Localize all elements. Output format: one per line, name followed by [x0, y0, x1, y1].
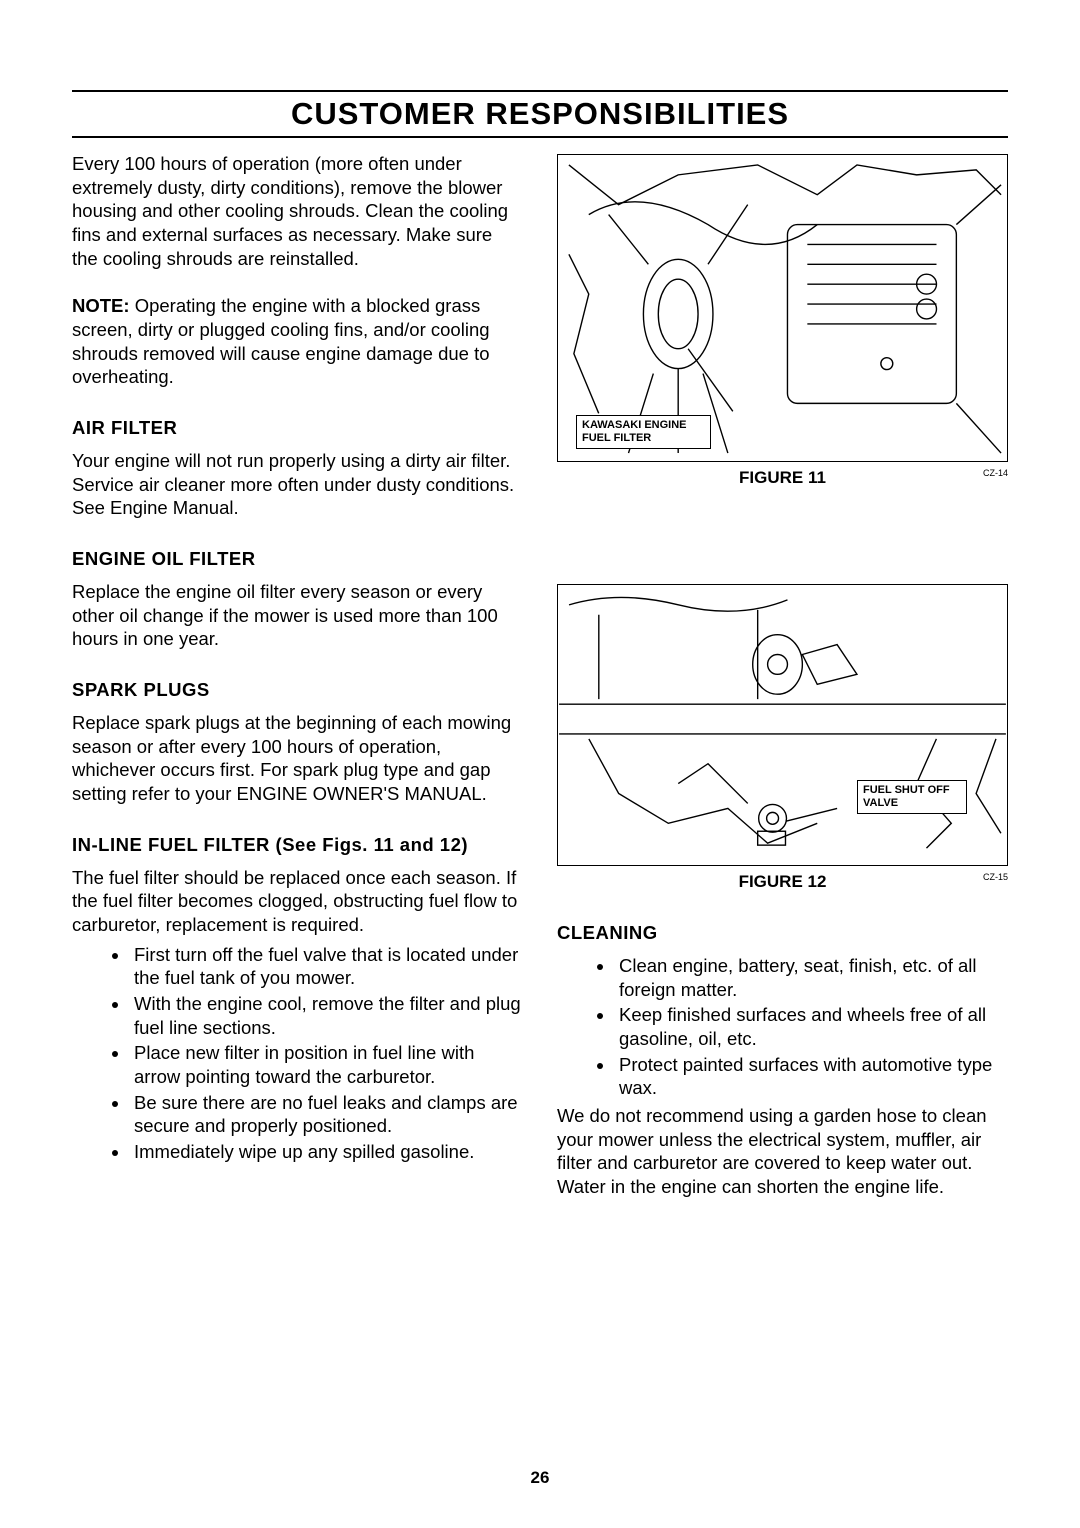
left-column: Every 100 hours of operation (more often… — [72, 152, 523, 1199]
fuel-filter-bullets: First turn off the fuel valve that is lo… — [72, 943, 523, 1164]
note-label: NOTE: — [72, 295, 130, 316]
engine-oil-text: Replace the engine oil filter every seas… — [72, 580, 523, 651]
note-paragraph: NOTE: Operating the engine with a blocke… — [72, 294, 523, 389]
engine-oil-heading: ENGINE OIL FILTER — [72, 548, 523, 570]
figure-12-caption: FIGURE 12 — [557, 872, 1008, 892]
spark-plugs-heading: SPARK PLUGS — [72, 679, 523, 701]
figure-12-box: FUEL SHUT OFF VALVE — [557, 584, 1008, 866]
list-item: Protect painted surfaces with automotive… — [615, 1053, 1008, 1100]
list-item: First turn off the fuel valve that is lo… — [130, 943, 523, 990]
fuel-filter-intro: The fuel filter should be replaced once … — [72, 866, 523, 937]
list-item: Keep finished surfaces and wheels free o… — [615, 1003, 1008, 1050]
right-column: KAWASAKI ENGINE FUEL FILTER FIGURE 11 CZ… — [557, 152, 1008, 1199]
list-item: With the engine cool, remove the filter … — [130, 992, 523, 1039]
list-item: Immediately wipe up any spilled gasoline… — [130, 1140, 523, 1164]
air-filter-heading: AIR FILTER — [72, 417, 523, 439]
page-number: 26 — [0, 1468, 1080, 1488]
cleaning-heading: CLEANING — [557, 922, 1008, 944]
figure-11-box: KAWASAKI ENGINE FUEL FILTER — [557, 154, 1008, 462]
figure-12-svg — [558, 585, 1007, 865]
figure-12-code: CZ-15 — [983, 872, 1008, 882]
figure-11-code: CZ-14 — [983, 468, 1008, 478]
content-columns: Every 100 hours of operation (more often… — [72, 152, 1008, 1199]
figure-12-caption-row: FIGURE 12 CZ-15 — [557, 872, 1008, 894]
figure-11-caption-row: FIGURE 11 CZ-14 — [557, 468, 1008, 490]
air-filter-text: Your engine will not run properly using … — [72, 449, 523, 520]
fuel-filter-heading: IN-LINE FUEL FILTER (See Figs. 11 and 12… — [72, 834, 523, 856]
title-block: CUSTOMER RESPONSIBILITIES — [72, 90, 1008, 138]
figure-12-callout: FUEL SHUT OFF VALVE — [857, 780, 967, 814]
list-item: Place new filter in position in fuel lin… — [130, 1041, 523, 1088]
spark-plugs-text: Replace spark plugs at the beginning of … — [72, 711, 523, 806]
note-text: Operating the engine with a blocked gras… — [72, 295, 490, 387]
intro-paragraph: Every 100 hours of operation (more often… — [72, 152, 523, 270]
cleaning-bullets: Clean engine, battery, seat, finish, etc… — [557, 954, 1008, 1100]
list-item: Clean engine, battery, seat, finish, etc… — [615, 954, 1008, 1001]
cleaning-closing: We do not recommend using a garden hose … — [557, 1104, 1008, 1199]
page-title: CUSTOMER RESPONSIBILITIES — [72, 96, 1008, 132]
list-item: Be sure there are no fuel leaks and clam… — [130, 1091, 523, 1138]
figure-11-caption: FIGURE 11 — [557, 468, 1008, 488]
figure-11-callout: KAWASAKI ENGINE FUEL FILTER — [576, 415, 711, 449]
